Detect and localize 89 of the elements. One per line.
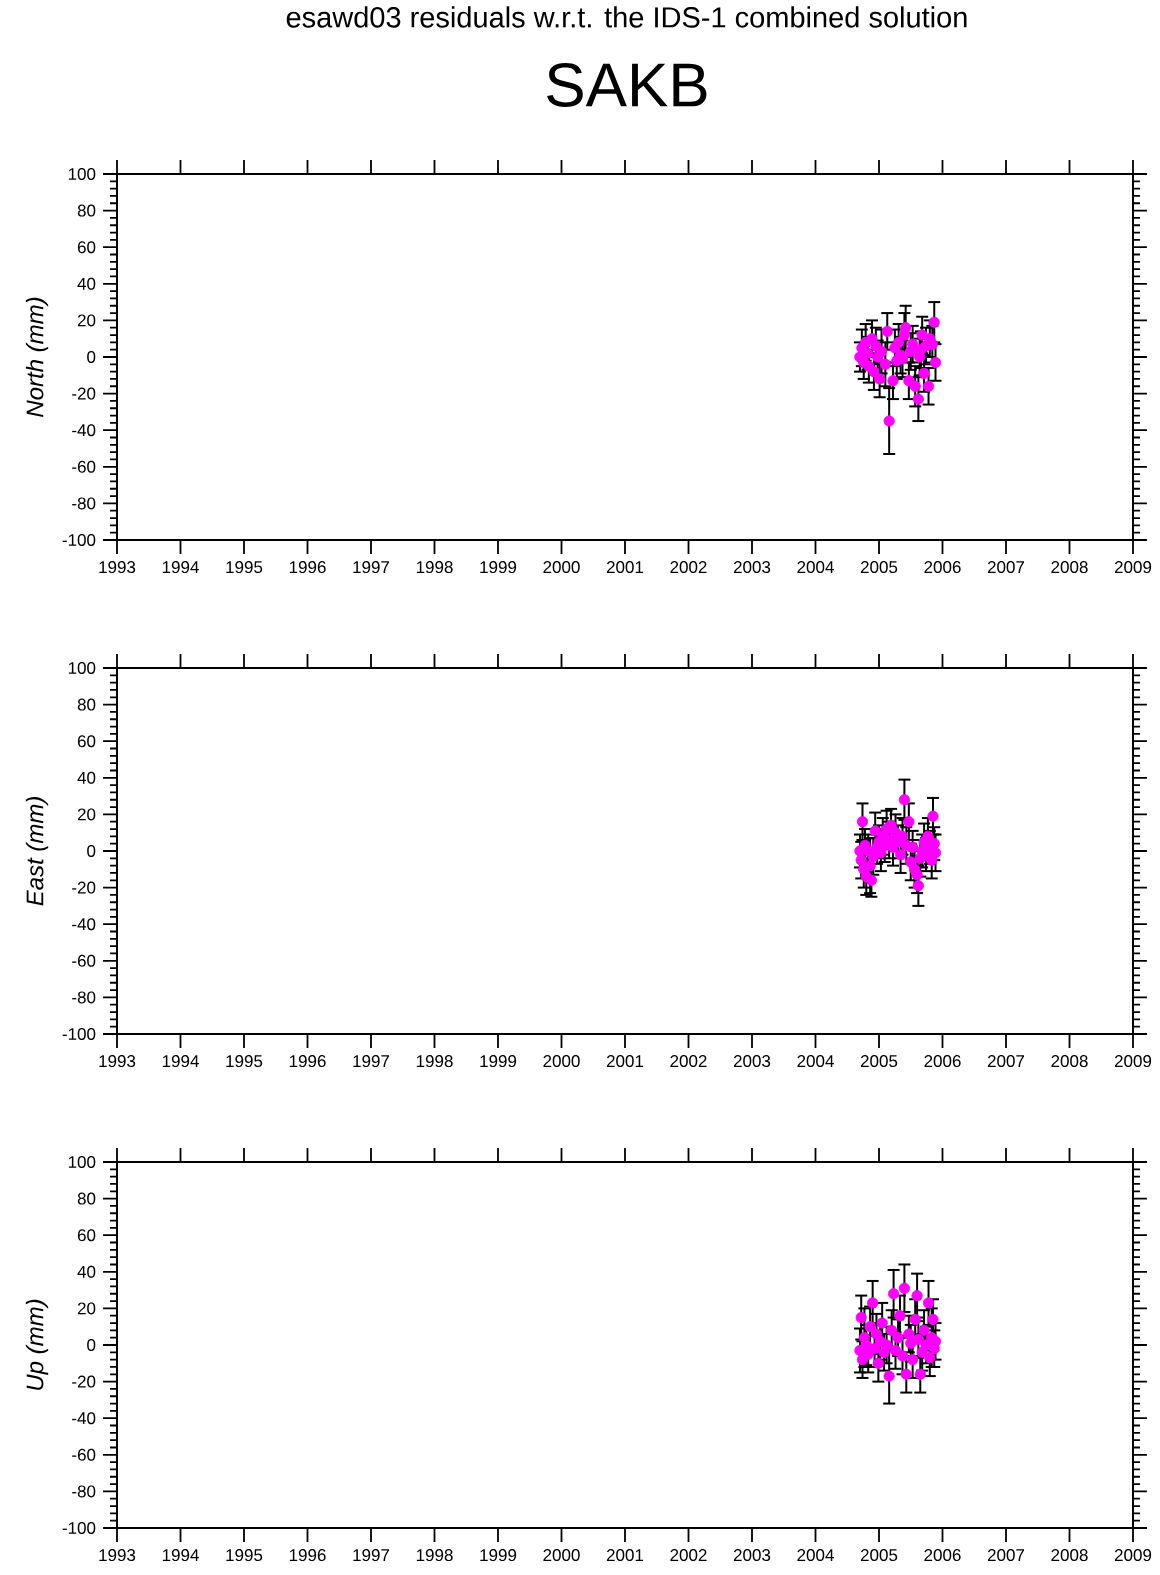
x-tick-label: 1997 — [353, 1055, 390, 1068]
y-tick-label: 0 — [87, 1338, 96, 1351]
x-tick-label: 2004 — [797, 561, 834, 574]
x-tick-label: 2008 — [1051, 1549, 1088, 1562]
y-tick-label: 20 — [77, 1302, 96, 1315]
x-tick-label: 2009 — [1114, 1055, 1152, 1068]
x-tick-label: 1993 — [99, 1055, 136, 1068]
y-tick-label: -80 — [72, 497, 96, 510]
x-tick-label: 1997 — [353, 561, 390, 574]
x-tick-label: 1996 — [289, 1055, 326, 1068]
x-tick-label: 1994 — [162, 561, 199, 574]
x-tick-label: 1998 — [416, 1055, 453, 1068]
y-tick-label: 20 — [77, 808, 96, 821]
x-tick-label: 1994 — [162, 1055, 199, 1068]
x-tick-label: 2006 — [924, 1549, 961, 1562]
x-tick-label: 2008 — [1051, 1055, 1088, 1068]
x-tick-label: 1999 — [480, 1549, 517, 1562]
x-tick-label: 1996 — [289, 1549, 326, 1562]
x-tick-label: 2004 — [797, 1549, 834, 1562]
x-tick-label: 1999 — [480, 561, 517, 574]
y-tick-label: -60 — [72, 1448, 96, 1461]
y-tick-label: 100 — [68, 661, 96, 675]
y-tick-label: 20 — [77, 314, 96, 327]
y-tick-label: 80 — [77, 204, 96, 217]
x-tick-label: 2001 — [606, 1549, 644, 1562]
x-tick-label: 1993 — [99, 1549, 136, 1562]
y-tick-label: -40 — [72, 1412, 96, 1425]
y-tick-label: 100 — [68, 167, 96, 180]
x-tick-label: 2002 — [670, 1055, 707, 1068]
x-tick-label: 2009 — [1114, 1549, 1152, 1562]
x-tick-label: 2003 — [733, 561, 771, 574]
x-tick-label: 1995 — [226, 1549, 263, 1562]
x-tick-label: 1998 — [416, 1549, 453, 1562]
x-tick-label: 2005 — [860, 1055, 898, 1068]
x-tick-label: 1996 — [289, 561, 326, 574]
y-tick-label: -60 — [72, 954, 96, 967]
y-axis-title: East (mm) — [25, 797, 49, 906]
y-tick-label: -100 — [62, 1521, 96, 1535]
y-tick-label: -20 — [72, 387, 96, 400]
x-tick-label: 2008 — [1051, 561, 1088, 574]
y-tick-label: -20 — [72, 881, 96, 894]
x-tick-label: 2009 — [1114, 561, 1152, 574]
x-tick-label: 2000 — [543, 561, 580, 574]
x-tick-label: 1999 — [480, 1055, 517, 1068]
y-tick-label: 40 — [77, 1265, 96, 1278]
x-tick-label: 2005 — [860, 1549, 898, 1562]
x-tick-label: 2000 — [543, 1055, 580, 1068]
y-tick-label: 40 — [77, 771, 96, 784]
y-tick-label: 60 — [77, 1229, 96, 1242]
y-axis-title: North (mm) — [25, 297, 49, 417]
y-tick-label: 0 — [87, 844, 96, 857]
x-tick-label: 2003 — [733, 1055, 771, 1068]
y-tick-label: -40 — [72, 424, 96, 437]
y-tick-label: 100 — [68, 1155, 96, 1169]
y-tick-label: 40 — [77, 277, 96, 290]
x-tick-label: 1998 — [416, 561, 453, 574]
x-tick-label: 1997 — [353, 1549, 390, 1562]
y-tick-label: 80 — [77, 1192, 96, 1205]
x-tick-label: 2007 — [987, 1549, 1025, 1562]
x-tick-label: 2007 — [987, 1055, 1025, 1068]
x-tick-label: 1993 — [99, 561, 136, 574]
chart-subtitle: SAKB — [547, 63, 707, 107]
x-tick-label: 2002 — [670, 1549, 707, 1562]
x-tick-label: 2000 — [543, 1549, 580, 1562]
x-tick-label: 2002 — [670, 561, 707, 574]
x-tick-label: 2001 — [606, 561, 644, 574]
x-tick-label: 2005 — [860, 561, 898, 574]
y-tick-label: 0 — [87, 350, 96, 363]
y-tick-label: -100 — [62, 1027, 96, 1040]
x-tick-label: 2003 — [733, 1549, 771, 1562]
x-tick-label: 2006 — [924, 1055, 961, 1068]
y-tick-label: -20 — [72, 1375, 96, 1388]
x-tick-label: 1995 — [226, 561, 263, 574]
y-tick-label: -100 — [62, 533, 96, 546]
x-tick-label: 2006 — [924, 561, 961, 574]
x-tick-label: 1995 — [226, 1055, 263, 1068]
y-tick-label: -80 — [72, 1485, 96, 1498]
x-tick-label: 1994 — [162, 1549, 199, 1562]
y-tick-label: -80 — [72, 991, 96, 1004]
y-tick-label: 60 — [77, 241, 96, 254]
y-tick-label: 60 — [77, 735, 96, 748]
y-tick-label: -40 — [72, 918, 96, 931]
chart-title: esawd03 residuals w.r.t. the IDS-1 combined solution — [286, 6, 967, 28]
y-tick-label: -60 — [72, 460, 96, 473]
y-tick-label: 80 — [77, 698, 96, 711]
y-axis-title: Up (mm) — [25, 1299, 49, 1390]
x-tick-label: 2007 — [987, 561, 1025, 574]
x-tick-label: 2004 — [797, 1055, 834, 1068]
x-tick-label: 2001 — [606, 1055, 644, 1068]
